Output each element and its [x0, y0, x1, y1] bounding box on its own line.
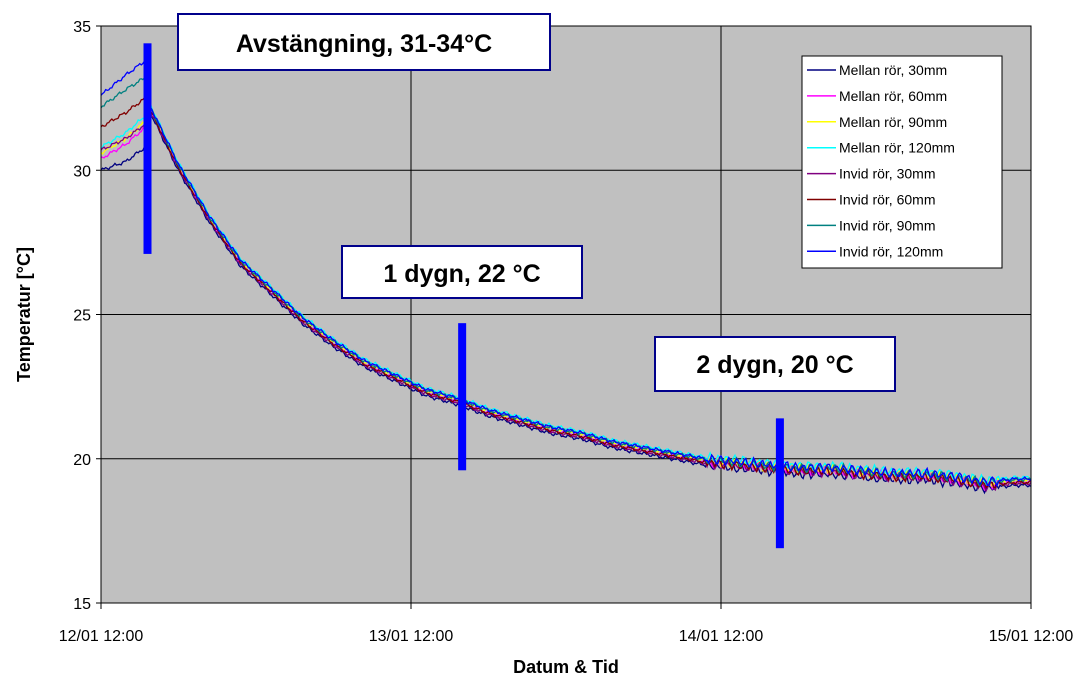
- callout-box: [341, 245, 583, 299]
- y-tick-label: 30: [73, 163, 91, 180]
- y-axis-title: Temperatur [°C]: [14, 247, 34, 382]
- series-lines: [100, 55, 1032, 495]
- series-line: [100, 93, 1032, 489]
- x-tick-label: 13/01 12:00: [369, 628, 454, 645]
- callouts: Avstängning, 31-34°C 1 dygn, 22 °C 2 dygn,…: [177, 13, 896, 392]
- legend-entry: Mellan rör, 90mm: [839, 114, 947, 130]
- callout-text: 1 dygn, 22 °C: [383, 260, 540, 288]
- legend-entry: Invid rör, 30mm: [839, 166, 935, 182]
- series-line: [100, 112, 1032, 495]
- marker-bar: [775, 418, 784, 549]
- x-tick-label: 14/01 12:00: [679, 628, 764, 645]
- series-line: [100, 71, 1032, 488]
- x-axis-title: Datum & Tid: [513, 657, 619, 677]
- marker-bar: [458, 323, 467, 471]
- y-tick-label: 35: [73, 19, 91, 36]
- marker-bars: [143, 43, 784, 549]
- legend-entry: Invid rör, 60mm: [839, 192, 935, 208]
- legend-entry: Mellan rör, 30mm: [839, 62, 947, 78]
- callout-text: 2 dygn, 20 °C: [696, 351, 853, 379]
- legend-entry: Mellan rör, 60mm: [839, 88, 947, 104]
- callout-text: Avstängning, 31-34°C: [236, 30, 492, 58]
- legend-entry: Mellan rör, 120mm: [839, 140, 955, 156]
- callout-box: [177, 13, 551, 71]
- axis-ticks: 15 20 25 30 35 12/01 12:00 13/01 12:00 14/01 12…: [59, 19, 1074, 645]
- x-tick-label: 12/01 12:00: [59, 628, 144, 645]
- legend-box: [801, 55, 1003, 269]
- legend-entry: Invid rör, 90mm: [839, 217, 935, 233]
- marker-bar: [143, 43, 152, 254]
- x-tick-label: 15/01 12:00: [989, 628, 1074, 645]
- y-tick-label: 25: [73, 308, 91, 325]
- legend-entry: Invid rör, 120mm: [839, 243, 943, 259]
- series-line: [100, 55, 1032, 488]
- y-tick-label: 15: [73, 596, 91, 613]
- callout-box: [654, 336, 896, 392]
- legend: Mellan rör, 30mm Mellan rör, 60mm Mellan r…: [801, 55, 1003, 269]
- y-tick-label: 20: [73, 452, 91, 469]
